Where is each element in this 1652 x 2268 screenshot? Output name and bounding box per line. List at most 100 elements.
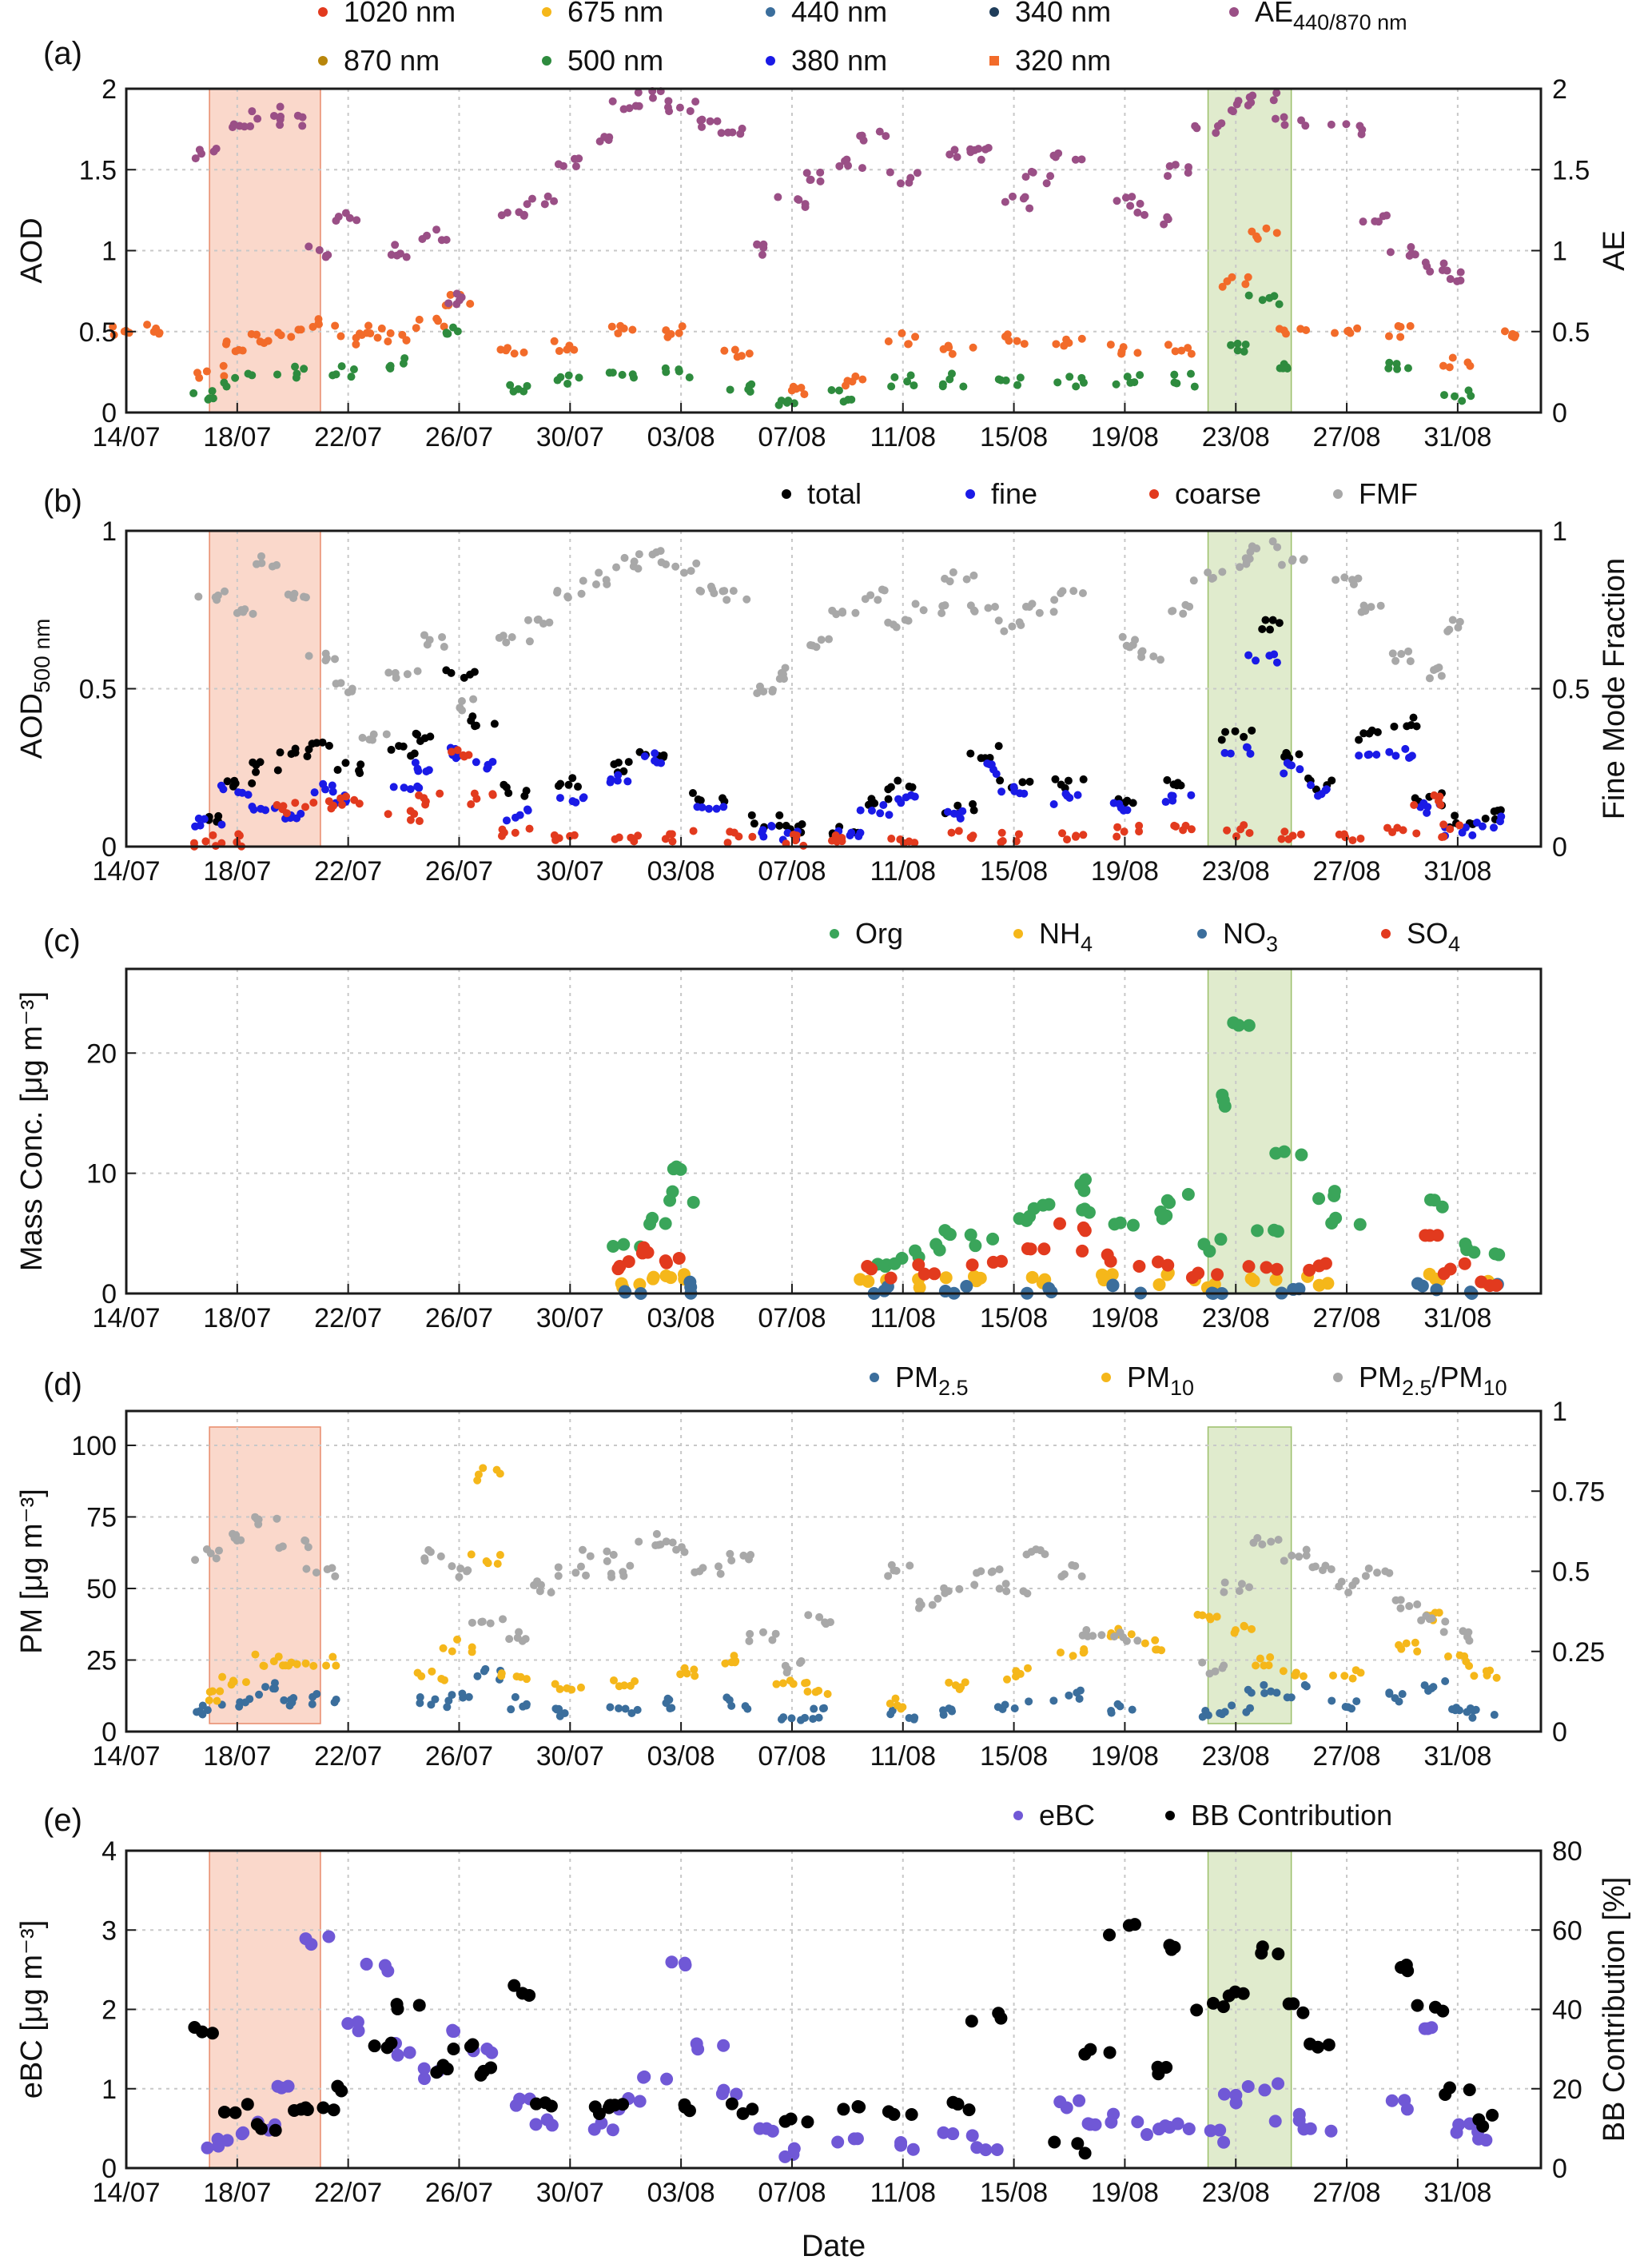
- data-point: [1353, 1218, 1367, 1231]
- data-point: [1022, 1550, 1031, 1559]
- data-point: [577, 589, 586, 598]
- legend-marker: [1013, 1811, 1023, 1820]
- data-point: [619, 767, 628, 775]
- data-point: [293, 369, 301, 378]
- data-point: [415, 791, 424, 799]
- data-point: [1275, 619, 1284, 628]
- data-point: [1218, 1664, 1227, 1672]
- data-point: [1264, 1661, 1273, 1670]
- data-point: [1295, 750, 1304, 759]
- data-point: [903, 377, 912, 386]
- data-point: [505, 1635, 514, 1644]
- data-point: [278, 805, 287, 814]
- data-point: [380, 2041, 394, 2055]
- data-point: [1050, 596, 1059, 604]
- data-point: [698, 122, 707, 131]
- data-point: [1025, 1697, 1033, 1706]
- data-point: [966, 749, 975, 758]
- data-point: [1205, 1612, 1214, 1621]
- data-point: [554, 1572, 563, 1580]
- data-point: [676, 1670, 685, 1679]
- data-point: [1492, 1673, 1501, 1682]
- legend-label: NH4: [1039, 917, 1093, 956]
- data-point: [1216, 1094, 1230, 1107]
- data-point: [947, 1705, 956, 1714]
- data-point: [470, 668, 479, 676]
- data-point: [691, 1568, 699, 1576]
- data-point: [1245, 828, 1254, 837]
- data-point: [1443, 266, 1451, 275]
- data-point: [1157, 1646, 1166, 1655]
- data-point: [1205, 1669, 1214, 1678]
- data-point: [858, 164, 866, 173]
- data-point: [208, 1687, 217, 1696]
- data-point: [554, 160, 563, 169]
- data-point: [469, 695, 478, 704]
- series-500-nm: [189, 291, 1475, 409]
- data-point: [611, 835, 619, 843]
- data-point: [1221, 727, 1230, 736]
- data-point: [332, 1661, 340, 1670]
- data-point: [474, 2068, 488, 2082]
- data-point: [809, 1715, 818, 1724]
- data-point: [1152, 1255, 1165, 1269]
- data-point: [1045, 1285, 1058, 1299]
- data-point: [603, 1547, 611, 1556]
- data-point: [1027, 1202, 1041, 1215]
- data-point: [720, 587, 729, 596]
- x-tick-label: 18/07: [203, 422, 271, 452]
- data-point: [664, 97, 673, 106]
- data-point: [297, 809, 305, 818]
- data-point: [801, 2115, 814, 2129]
- data-point: [1367, 603, 1375, 612]
- data-point: [200, 815, 209, 823]
- data-point: [1025, 1270, 1039, 1284]
- data-point: [1456, 268, 1465, 277]
- data-point: [706, 117, 715, 126]
- data-point: [1160, 1209, 1173, 1222]
- panel-b: 14/07 18/07 22/07 26/07 30/07 03/08 07/08 11/08…: [15, 477, 1631, 887]
- data-point: [273, 766, 282, 775]
- data-point: [768, 1636, 777, 1644]
- data-point: [453, 1635, 462, 1644]
- data-point: [730, 345, 739, 354]
- data-point: [1160, 1268, 1174, 1281]
- data-point: [928, 1600, 937, 1609]
- x-tick-label: 26/07: [425, 856, 493, 887]
- data-point: [1295, 1148, 1308, 1162]
- data-point: [853, 2100, 866, 2114]
- data-point: [774, 193, 782, 201]
- data-point: [957, 1683, 965, 1692]
- data-point: [464, 2040, 477, 2054]
- data-point: [1078, 2047, 1092, 2061]
- data-point: [191, 822, 200, 831]
- data-point: [1341, 833, 1350, 842]
- data-point: [1445, 363, 1454, 372]
- data-point: [1324, 2124, 1338, 2138]
- data-point: [725, 2097, 738, 2111]
- data-point: [906, 2142, 920, 2156]
- data-point: [1171, 161, 1180, 169]
- x-tick-label: 30/07: [536, 2178, 604, 2208]
- data-point: [1119, 806, 1128, 815]
- data-point: [198, 1701, 207, 1710]
- data-point: [365, 735, 374, 744]
- data-point: [610, 759, 619, 768]
- data-point: [820, 1704, 829, 1712]
- data-point: [959, 382, 968, 391]
- data-point: [1242, 1260, 1256, 1274]
- data-point: [208, 387, 217, 396]
- data-point: [1396, 1596, 1405, 1604]
- data-point: [571, 1568, 580, 1577]
- data-point: [1218, 282, 1227, 291]
- data-point: [1296, 830, 1305, 839]
- x-tick-label: 23/08: [1202, 1303, 1270, 1333]
- data-point: [1128, 1705, 1136, 1714]
- data-point: [1248, 726, 1256, 735]
- data-point: [867, 806, 876, 815]
- data-point: [109, 330, 118, 339]
- data-point: [578, 1545, 587, 1554]
- data-point: [1163, 1196, 1176, 1210]
- data-point: [615, 1682, 623, 1691]
- data-point: [1302, 325, 1311, 334]
